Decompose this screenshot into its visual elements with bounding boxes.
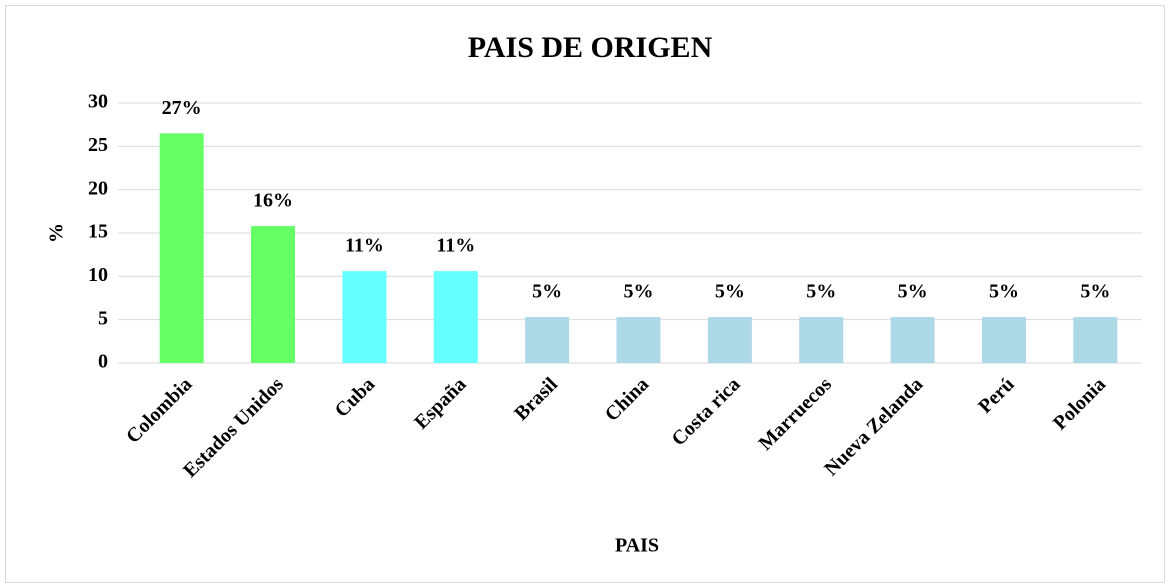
chart-title: PAIS DE ORIGEN xyxy=(468,31,713,64)
bar xyxy=(159,133,204,363)
y-tick-label: 0 xyxy=(98,351,108,373)
data-label: 5% xyxy=(1080,281,1110,303)
bar xyxy=(981,317,1026,363)
y-tick-label: 30 xyxy=(88,91,108,113)
y-tick-label: 15 xyxy=(88,221,108,243)
bar xyxy=(251,226,296,363)
bar xyxy=(707,317,752,363)
data-label: 27% xyxy=(162,97,202,119)
data-label: 5% xyxy=(532,281,562,303)
data-label: 11% xyxy=(345,235,384,257)
data-label: 5% xyxy=(989,281,1019,303)
y-tick-label: 10 xyxy=(88,264,108,286)
y-tick-label: 25 xyxy=(88,134,108,156)
y-tick-label: 5 xyxy=(98,307,108,329)
y-tick-label: 20 xyxy=(88,177,108,199)
bar xyxy=(1073,317,1118,363)
bar xyxy=(799,317,844,363)
bar xyxy=(525,317,570,363)
bar xyxy=(890,317,935,363)
bar xyxy=(342,271,387,363)
x-axis-title: PAIS xyxy=(615,535,659,557)
data-label: 5% xyxy=(624,281,654,303)
data-label: 5% xyxy=(898,281,928,303)
bar xyxy=(616,317,661,363)
data-label: 5% xyxy=(715,281,745,303)
bar xyxy=(433,271,478,363)
data-label: 16% xyxy=(253,190,293,212)
data-label: 11% xyxy=(436,235,475,257)
data-label: 5% xyxy=(806,281,836,303)
y-axis-title: % xyxy=(46,223,68,243)
